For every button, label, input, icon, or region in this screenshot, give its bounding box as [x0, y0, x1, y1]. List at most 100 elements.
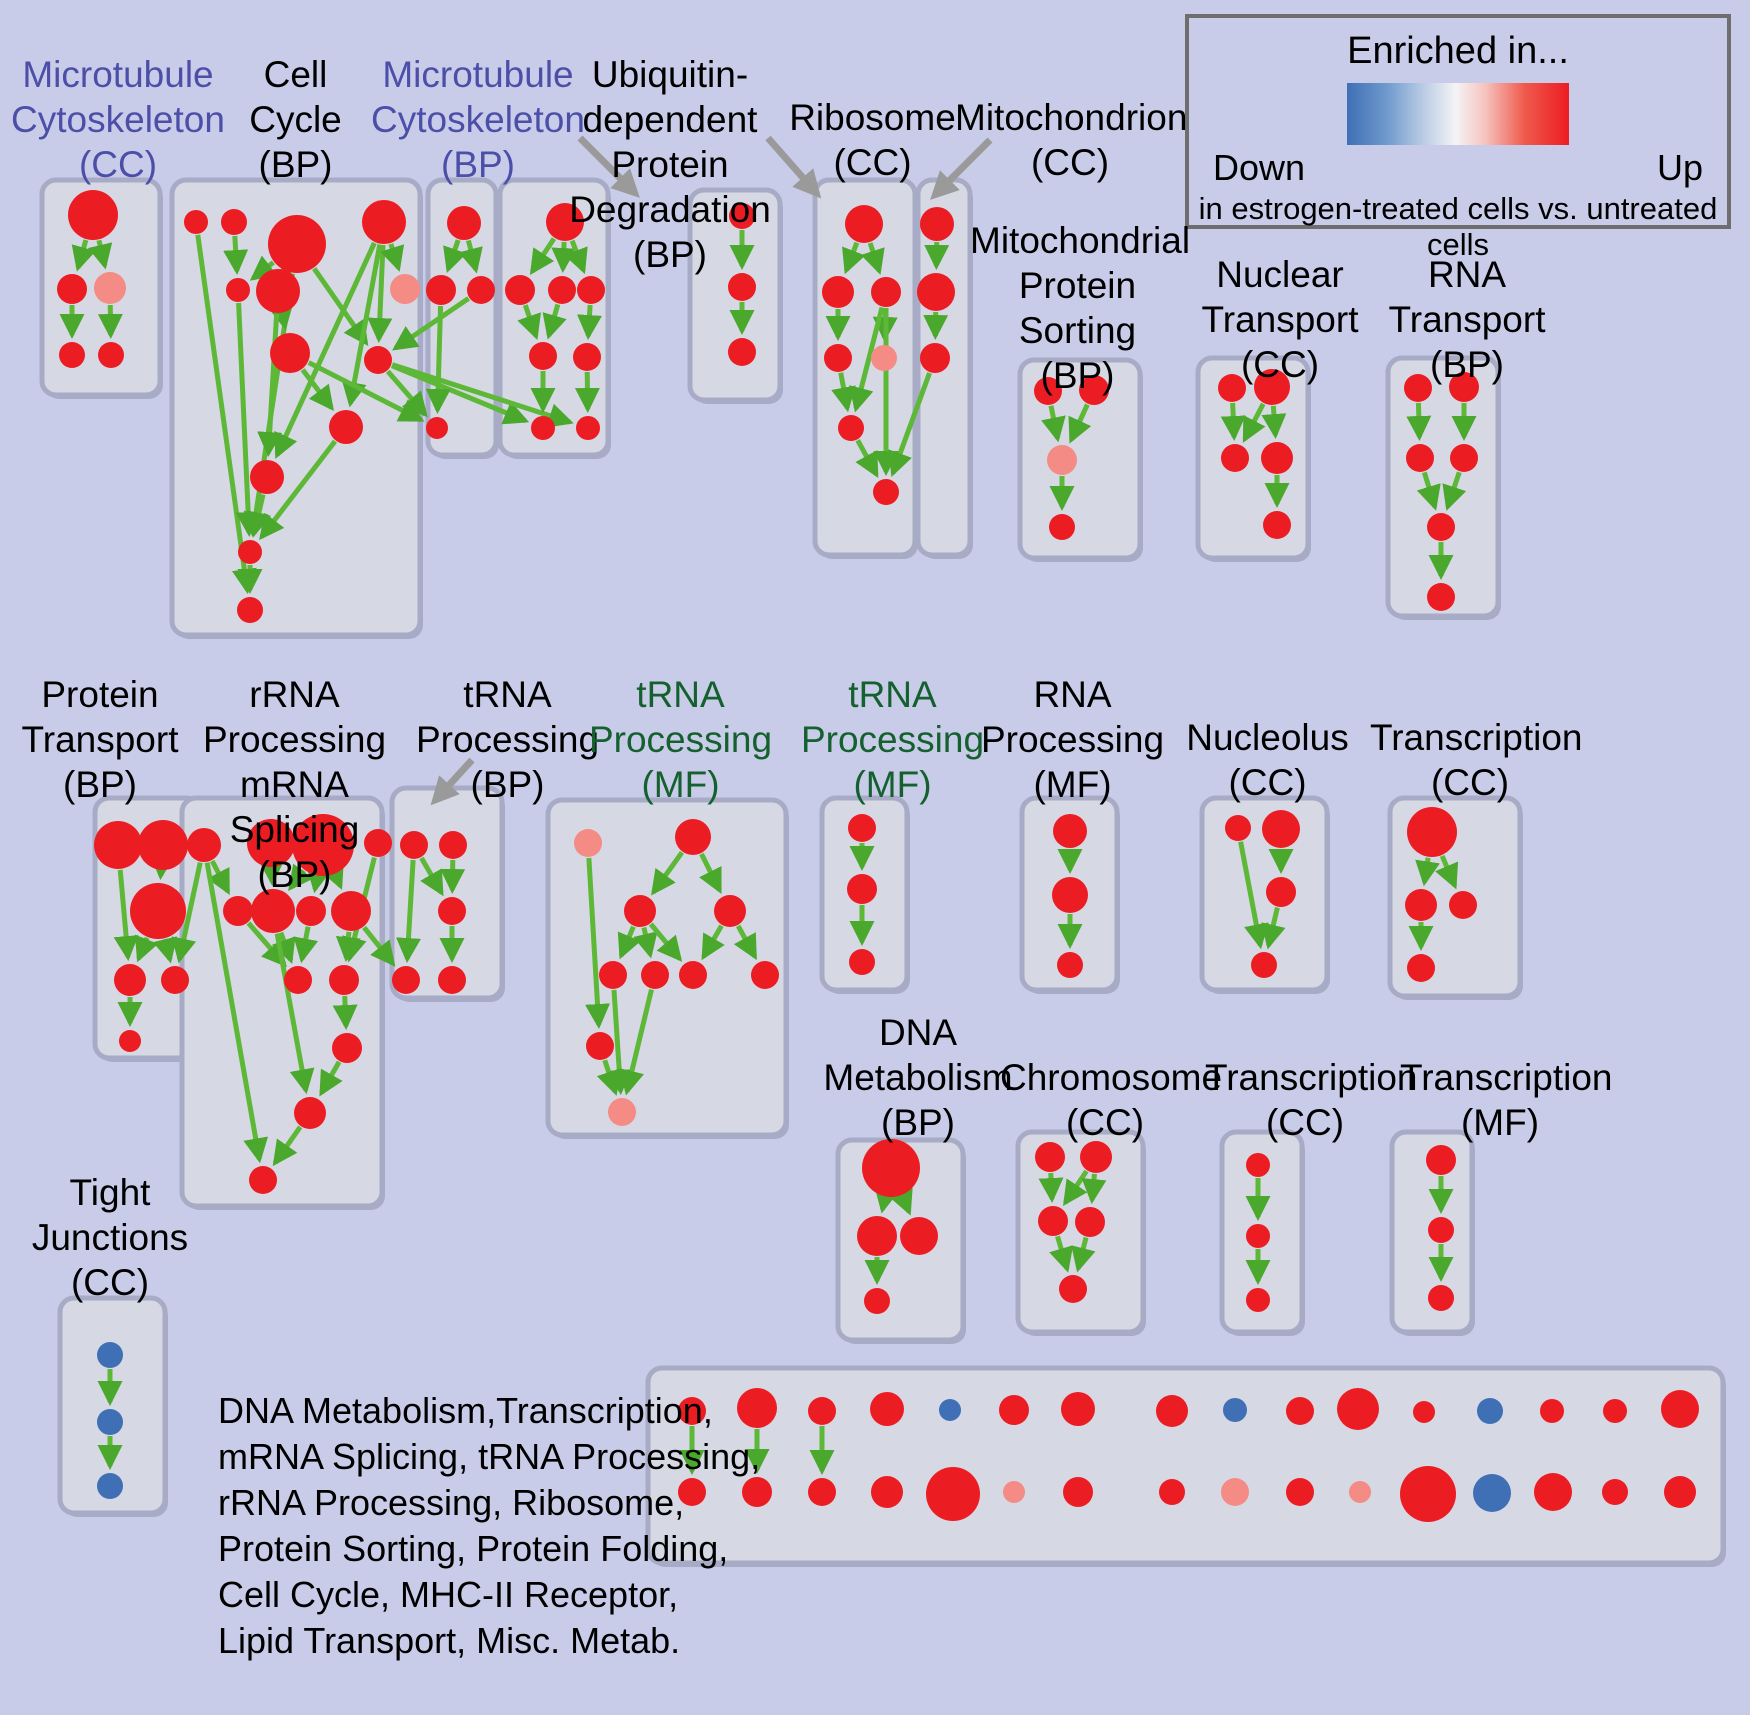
go-term-node[interactable] [871, 277, 901, 307]
go-term-node[interactable] [268, 215, 326, 273]
go-term-node[interactable] [1404, 374, 1432, 402]
go-term-node[interactable] [1286, 1397, 1314, 1425]
go-term-node[interactable] [1534, 1473, 1572, 1511]
go-term-node[interactable] [573, 343, 601, 371]
go-term-node[interactable] [97, 1342, 123, 1368]
go-term-node[interactable] [1246, 1224, 1270, 1248]
go-term-node[interactable] [1602, 1479, 1628, 1505]
go-term-node[interactable] [1413, 1401, 1435, 1423]
go-term-node[interactable] [838, 415, 864, 441]
go-term-node[interactable] [1003, 1481, 1025, 1503]
go-term-node[interactable] [728, 273, 756, 301]
go-term-node[interactable] [737, 1388, 777, 1428]
go-term-node[interactable] [900, 1217, 938, 1255]
go-term-node[interactable] [608, 1098, 636, 1126]
go-term-node[interactable] [1664, 1476, 1696, 1508]
go-term-node[interactable] [296, 896, 326, 926]
go-term-node[interactable] [1053, 814, 1087, 848]
go-term-node[interactable] [1473, 1474, 1511, 1512]
go-term-node[interactable] [221, 209, 247, 235]
go-term-node[interactable] [505, 275, 535, 305]
go-term-node[interactable] [364, 346, 392, 374]
go-term-node[interactable] [68, 190, 118, 240]
go-term-node[interactable] [531, 416, 555, 440]
go-term-node[interactable] [331, 891, 371, 931]
go-term-node[interactable] [467, 276, 495, 304]
go-term-node[interactable] [1035, 1142, 1065, 1172]
go-term-node[interactable] [1349, 1481, 1371, 1503]
go-term-node[interactable] [1263, 511, 1291, 539]
go-term-node[interactable] [1159, 1479, 1185, 1505]
go-term-node[interactable] [1603, 1399, 1627, 1423]
go-term-node[interactable] [1075, 1207, 1105, 1237]
go-term-node[interactable] [94, 272, 126, 304]
go-term-node[interactable] [1427, 513, 1455, 541]
go-term-node[interactable] [1225, 815, 1251, 841]
go-term-node[interactable] [249, 1166, 277, 1194]
go-term-node[interactable] [546, 203, 584, 241]
go-term-node[interactable] [1428, 1217, 1454, 1243]
go-term-node[interactable] [1286, 1478, 1314, 1506]
go-term-node[interactable] [871, 1476, 903, 1508]
go-term-node[interactable] [294, 1097, 326, 1129]
go-term-node[interactable] [1449, 372, 1479, 402]
go-term-node[interactable] [57, 274, 87, 304]
go-term-node[interactable] [1427, 583, 1455, 611]
go-term-node[interactable] [917, 273, 955, 311]
go-term-node[interactable] [1049, 514, 1075, 540]
go-term-node[interactable] [1262, 810, 1300, 848]
go-term-node[interactable] [849, 949, 875, 975]
go-term-node[interactable] [390, 274, 420, 304]
go-term-node[interactable] [284, 966, 312, 994]
go-term-node[interactable] [332, 1033, 362, 1063]
go-term-node[interactable] [97, 1409, 123, 1435]
go-term-node[interactable] [1038, 1206, 1068, 1236]
go-term-node[interactable] [742, 1477, 772, 1507]
go-term-node[interactable] [1246, 1153, 1270, 1177]
go-term-node[interactable] [98, 342, 124, 368]
go-term-node[interactable] [1047, 445, 1077, 475]
go-term-node[interactable] [426, 275, 456, 305]
go-term-node[interactable] [1407, 954, 1435, 982]
go-term-node[interactable] [678, 1397, 706, 1425]
go-term-node[interactable] [926, 1467, 980, 1521]
go-term-node[interactable] [1449, 891, 1477, 919]
go-term-node[interactable] [362, 200, 406, 244]
go-term-node[interactable] [161, 966, 189, 994]
go-term-node[interactable] [1254, 369, 1290, 405]
go-term-node[interactable] [624, 895, 656, 927]
go-term-node[interactable] [729, 203, 755, 229]
go-term-node[interactable] [1063, 1477, 1093, 1507]
go-term-node[interactable] [114, 964, 146, 996]
go-term-node[interactable] [1034, 377, 1062, 405]
go-term-node[interactable] [329, 965, 359, 995]
go-term-node[interactable] [1450, 444, 1478, 472]
go-term-node[interactable] [920, 343, 950, 373]
go-term-node[interactable] [1406, 444, 1434, 472]
go-term-node[interactable] [548, 276, 576, 304]
go-term-node[interactable] [1266, 877, 1296, 907]
go-term-node[interactable] [438, 966, 466, 994]
go-term-node[interactable] [848, 814, 876, 842]
go-term-node[interactable] [1221, 1478, 1249, 1506]
go-term-node[interactable] [870, 1392, 904, 1426]
go-term-node[interactable] [247, 819, 295, 867]
go-term-node[interactable] [808, 1397, 836, 1425]
go-term-node[interactable] [847, 874, 877, 904]
go-term-node[interactable] [529, 342, 557, 370]
go-term-node[interactable] [270, 333, 310, 373]
go-term-node[interactable] [1337, 1388, 1379, 1430]
go-term-node[interactable] [187, 828, 221, 862]
go-term-node[interactable] [822, 276, 854, 308]
go-term-node[interactable] [426, 417, 448, 439]
go-term-node[interactable] [184, 210, 208, 234]
go-term-node[interactable] [1156, 1395, 1188, 1427]
go-term-node[interactable] [329, 410, 363, 444]
go-term-node[interactable] [1061, 1392, 1095, 1426]
go-term-node[interactable] [439, 831, 467, 859]
go-term-node[interactable] [1079, 375, 1109, 405]
go-term-node[interactable] [1223, 1398, 1247, 1422]
go-term-node[interactable] [939, 1399, 961, 1421]
go-term-node[interactable] [751, 961, 779, 989]
go-term-node[interactable] [392, 966, 420, 994]
